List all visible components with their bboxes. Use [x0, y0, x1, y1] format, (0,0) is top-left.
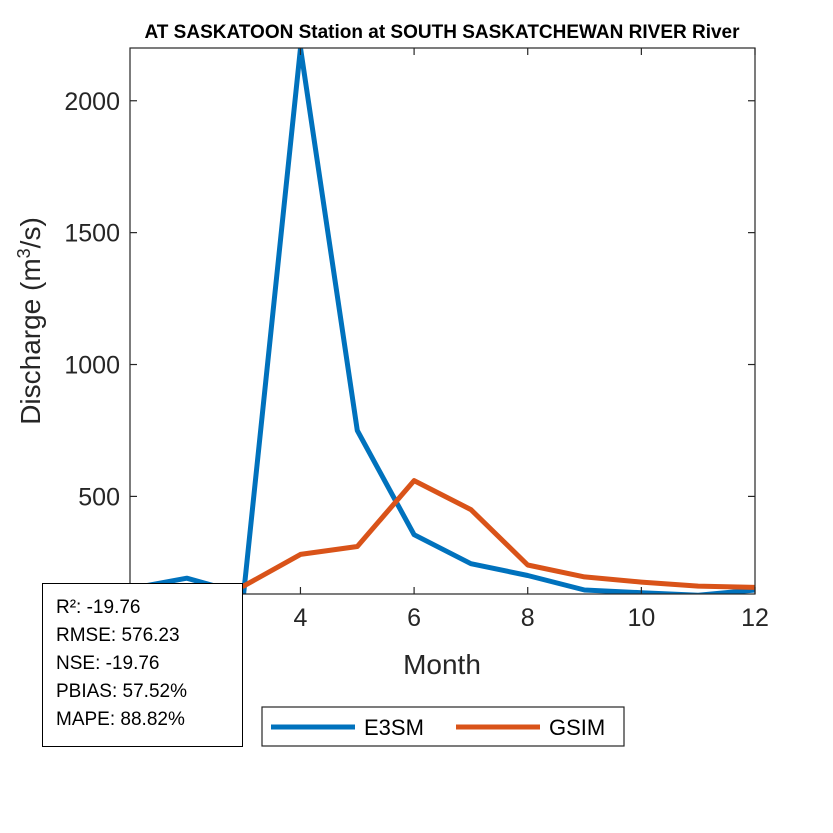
x-tick-label: 10: [627, 604, 655, 632]
stat-r2: R²: -19.76: [56, 597, 141, 618]
stats-box: R²: -19.76 RMSE: 576.23 NSE: -19.76 PBIA…: [42, 583, 243, 747]
x-tick-label: 6: [407, 604, 421, 632]
plot-frame: [129, 47, 756, 595]
y-tick-label: 2000: [64, 88, 120, 116]
legend: E3SM GSIM: [261, 706, 625, 747]
series-line-gsim: [198, 478, 755, 594]
y-tick-label: 1500: [64, 220, 120, 248]
stat-rmse: RMSE: 576.23: [56, 625, 180, 646]
y-axis-label: Discharge (m3/s): [14, 217, 46, 425]
stat-pbias: PBIAS: 57.52%: [56, 681, 187, 702]
y-axis-label-superscript: 3: [14, 248, 34, 258]
x-axis-label: Month: [403, 649, 481, 680]
y-axis-label-tail: /s): [15, 217, 46, 248]
ticks-layer: 4 6 8 10 12 500 1000 1500 2000: [64, 48, 769, 632]
y-tick-label: 1000: [64, 352, 120, 380]
series-line-e3sm: [130, 48, 755, 594]
legend-label-e3sm: E3SM: [364, 715, 424, 740]
series-layer: [130, 48, 755, 594]
y-axis-label-main: Discharge (m: [15, 258, 46, 424]
y-tick-label: 500: [78, 483, 120, 511]
chart-title: AT SASKATOON Station at SOUTH SASKATCHEW…: [144, 22, 740, 43]
x-tick-label: 4: [294, 604, 308, 632]
stat-nse: NSE: -19.76: [56, 653, 160, 674]
stat-mape: MAPE: 88.82%: [56, 709, 185, 730]
x-tick-label: 12: [741, 604, 769, 632]
x-tick-label: 8: [521, 604, 535, 632]
legend-label-gsim: GSIM: [549, 715, 605, 740]
